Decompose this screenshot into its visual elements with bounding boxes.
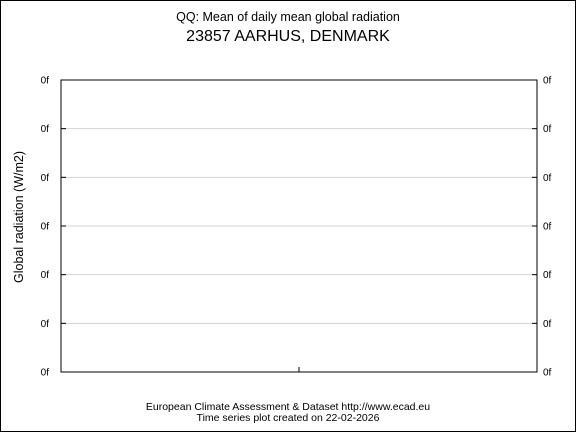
grid-lines xyxy=(61,128,537,324)
y-tick-label-left: 0f xyxy=(41,319,50,330)
y-tick-label-right: 0f xyxy=(543,319,552,330)
chart-title: 23857 AARHUS, DENMARK xyxy=(186,28,390,45)
axis-ticks xyxy=(61,79,537,373)
y-tick-label-right: 0f xyxy=(543,222,552,233)
y-tick-label-left: 0f xyxy=(41,173,50,184)
y-tick-label-left: 0f xyxy=(41,124,50,135)
y-tick-label-right: 0f xyxy=(543,270,552,281)
y-tick-labels-left: 0f 0f 0f 0f 0f 0f 0f xyxy=(41,76,50,379)
y-tick-label-right: 0f xyxy=(543,368,552,379)
y-tick-label-right: 0f xyxy=(543,173,552,184)
y-tick-label-left: 0f xyxy=(41,76,50,87)
y-tick-label-right: 0f xyxy=(543,124,552,135)
y-tick-label-left: 0f xyxy=(41,368,50,379)
y-tick-labels-right: 0f 0f 0f 0f 0f 0f 0f xyxy=(543,76,552,379)
y-tick-label-left: 0f xyxy=(41,222,50,233)
y-tick-label-right: 0f xyxy=(543,76,552,87)
footer-created: Time series plot created on 22-02-2026 xyxy=(196,412,380,424)
y-tick-label-left: 0f xyxy=(41,270,50,281)
chart-subtitle: QQ: Mean of daily mean global radiation xyxy=(176,10,400,24)
footer-source: European Climate Assessment & Dataset ht… xyxy=(145,401,431,413)
